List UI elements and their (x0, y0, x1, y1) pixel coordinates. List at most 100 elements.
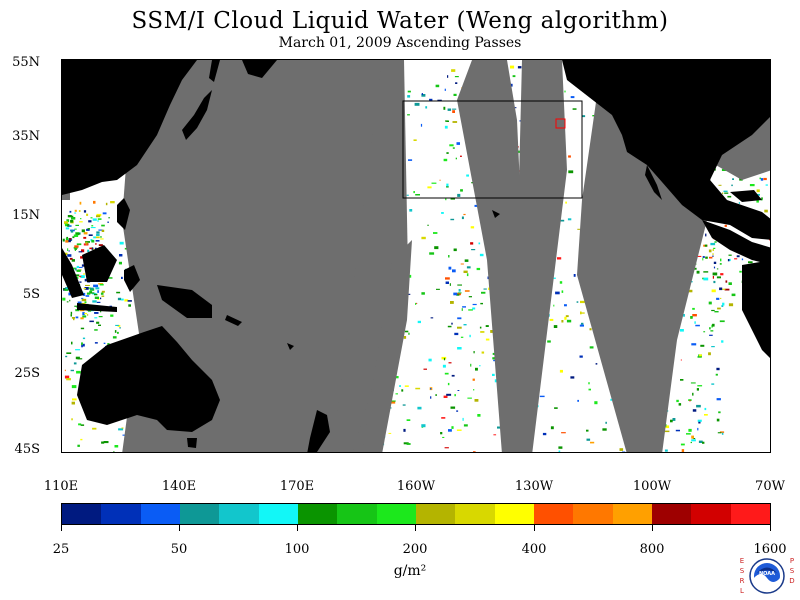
cloud-pixel (557, 257, 562, 260)
lon-label-170e: 170E (279, 479, 315, 494)
cloud-pixel (558, 450, 561, 452)
cloud-pixel (81, 264, 86, 267)
cloud-pixel (553, 304, 555, 307)
solomon-islands (225, 315, 242, 326)
cloud-pixel (117, 324, 121, 327)
cloud-pixel (473, 389, 475, 391)
lon-label-70w: 70W (755, 479, 785, 494)
cloud-pixel (461, 216, 464, 220)
cloud-pixel (469, 334, 471, 338)
cloud-pixel (417, 320, 421, 324)
cloud-pixel (94, 329, 98, 331)
cloud-pixel (96, 231, 100, 234)
lon-label-100w: 100W (632, 479, 672, 494)
cloud-pixel (117, 331, 119, 334)
cloud-pixel (443, 106, 446, 110)
cloud-pixel (89, 290, 93, 293)
cloud-pixel (67, 224, 70, 227)
sulawesi (124, 265, 140, 292)
cloud-pixel (70, 369, 74, 372)
cloud-pixel (689, 400, 691, 402)
cloud-pixel (572, 108, 577, 110)
cloud-pixel (103, 342, 106, 344)
cloud-pixel (688, 428, 692, 432)
cloud-pixel (555, 291, 560, 295)
cloud-pixel (399, 385, 401, 387)
cloud-pixel (110, 314, 114, 317)
cloud-pixel (67, 215, 72, 218)
cloud-pixel (452, 110, 455, 113)
cloud-pixel (716, 367, 720, 371)
cloud-pixel (91, 225, 94, 227)
colorbar-label-400: 400 (521, 542, 547, 557)
cloud-pixel (490, 330, 494, 333)
cloud-pixel (86, 228, 90, 231)
colorbar-swatch (730, 504, 770, 524)
cloud-pixel (66, 352, 72, 354)
cloud-pixel (433, 232, 438, 234)
cloud-pixel (446, 120, 449, 122)
cloud-pixel (467, 397, 472, 399)
cloud-pixel (712, 272, 718, 276)
cloud-pixel (708, 249, 712, 253)
chart-subtitle: March 01, 2009 Ascending Passes (278, 35, 522, 51)
colorbar-label-50: 50 (170, 542, 188, 557)
cloud-pixel (452, 269, 456, 273)
cloud-pixel (453, 292, 458, 296)
cloud-pixel (765, 184, 768, 186)
cloud-pixel (65, 237, 69, 241)
lat-label-35n: 35N (12, 129, 40, 144)
cloud-pixel (564, 316, 567, 320)
cloud-pixel (87, 314, 89, 316)
cloud-pixel (82, 312, 85, 316)
cloud-pixel (85, 284, 90, 286)
cloud-pixel (470, 242, 474, 245)
cloud-pixel (441, 356, 447, 360)
cloud-pixel (435, 84, 440, 88)
cloud-pixel (712, 255, 714, 257)
cloud-pixel (84, 312, 88, 315)
cloud-pixel (75, 267, 77, 271)
cloud-pixel (446, 152, 449, 154)
cloud-pixel (80, 438, 83, 441)
cloud-pixel (78, 423, 82, 426)
cloud-pixel (71, 385, 77, 389)
cloud-pixel (770, 203, 771, 205)
cloud-pixel (80, 218, 82, 220)
cloud-pixel (457, 326, 462, 329)
cloud-pixel (430, 396, 432, 399)
cloud-pixel (561, 320, 564, 323)
cloud-pixel (466, 273, 469, 277)
cloud-pixel (73, 246, 78, 249)
cloud-pixel (408, 159, 413, 161)
cloud-pixel (77, 301, 82, 304)
cloud-pixel (480, 302, 483, 305)
cloud-pixel (579, 324, 584, 327)
cloud-pixel (453, 93, 457, 96)
cloud-pixel (718, 184, 722, 186)
cloud-pixel (447, 382, 450, 386)
cloud-pixel (697, 419, 702, 422)
cloud-pixel (79, 221, 83, 223)
cloud-pixel (99, 283, 104, 286)
cloud-pixel (64, 221, 69, 225)
cloud-pixel (476, 267, 481, 271)
cloud-pixel (91, 239, 95, 243)
cloud-pixel (73, 362, 77, 365)
cloud-pixel (82, 302, 86, 305)
cloud-pixel (114, 330, 117, 333)
cloud-pixel (568, 170, 574, 174)
new-guinea (157, 285, 212, 318)
cloud-pixel (455, 82, 458, 84)
cloud-pixel (443, 158, 448, 162)
cloud-pixel (718, 411, 721, 414)
colorbar-label-800: 800 (639, 542, 665, 557)
cloud-pixel (81, 342, 83, 346)
cloud-pixel (697, 427, 699, 431)
noaa-emblem-icon: NOAA (749, 558, 785, 594)
cloud-pixel (437, 99, 442, 101)
cloud-pixel (756, 189, 760, 193)
cloud-pixel (85, 241, 88, 245)
colorbar-label-1600: 1600 (753, 542, 787, 557)
cloud-pixel (759, 177, 761, 180)
